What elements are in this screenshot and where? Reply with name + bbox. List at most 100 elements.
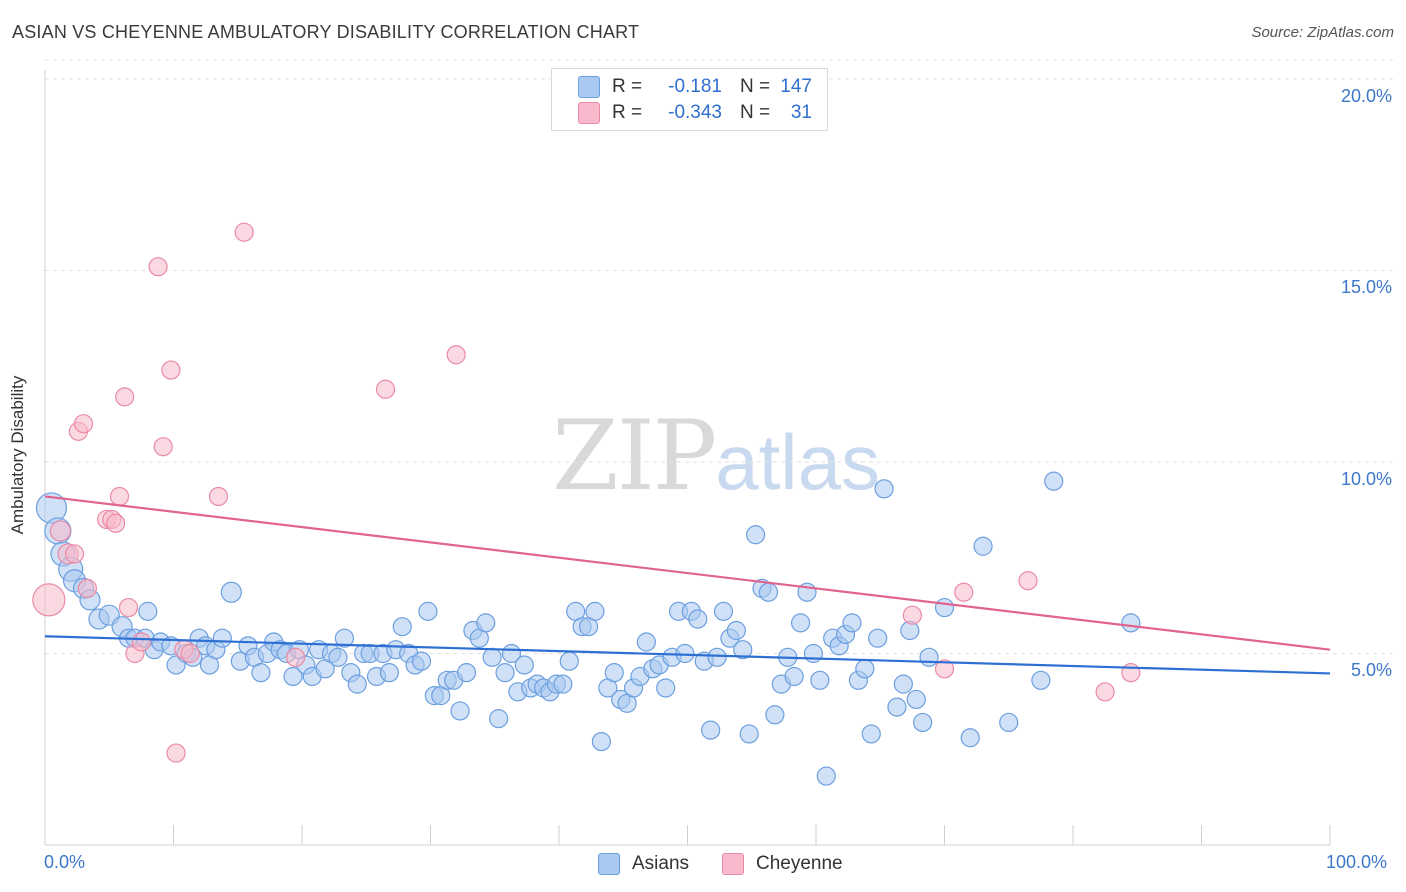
data-point-cheyenne <box>118 597 139 618</box>
data-point-cheyenne <box>1018 571 1038 591</box>
data-point-cheyenne <box>1095 682 1115 702</box>
data-point-asians <box>726 620 746 641</box>
legend-swatch-asians <box>578 76 600 98</box>
y-tick-label-20: 20.0% <box>1340 86 1392 106</box>
data-point-asians <box>212 628 232 648</box>
x-tick-label-max: 100.0% <box>1326 852 1388 872</box>
data-point-asians <box>1031 670 1051 690</box>
data-point-asians <box>418 601 438 621</box>
data-point-asians <box>456 663 477 683</box>
legend-swatch-cheyenne <box>578 102 600 124</box>
data-point-cheyenne <box>115 387 135 407</box>
data-point-asians <box>591 731 612 752</box>
data-point-cheyenne <box>106 513 126 533</box>
data-point-asians <box>220 581 242 603</box>
data-point-cheyenne <box>234 222 254 242</box>
data-point-asians <box>842 613 862 633</box>
data-point-cheyenne <box>902 605 922 625</box>
data-point-cheyenne <box>73 414 94 434</box>
data-point-cheyenne <box>446 345 466 365</box>
data-point-cheyenne <box>49 520 72 542</box>
chart-title: ASIAN VS CHEYENNE AMBULATORY DISABILITY … <box>12 22 640 42</box>
correlation-legend: R = -0.181 N = 147 R = -0.343 N = 31 <box>551 68 828 131</box>
data-point-asians <box>999 712 1019 733</box>
data-point-asians <box>283 666 303 687</box>
data-point-asians <box>874 479 894 499</box>
data-point-asians <box>803 643 824 664</box>
legend-n-value: 147 <box>780 76 812 97</box>
data-point-asians <box>379 663 399 683</box>
data-point-asians <box>913 712 933 733</box>
data-point-cheyenne <box>109 486 130 507</box>
x-tick-label-min: 0.0% <box>44 852 86 872</box>
trend-line-cheyenne <box>44 495 1331 651</box>
data-point-cheyenne <box>285 647 306 667</box>
legend-row-cheyenne: R = -0.343 N = 31 <box>578 101 812 125</box>
data-point-asians <box>604 663 624 683</box>
data-point-asians <box>816 766 836 786</box>
bottom-legend-label-cheyenne: Cheyenne <box>756 853 843 874</box>
source-label: Source: ZipAtlas.com <box>1251 24 1394 41</box>
legend-n-label: N = <box>740 102 771 123</box>
legend-row-asians: R = -0.181 N = 147 <box>578 75 812 99</box>
bottom-legend-swatch-cheyenne <box>722 853 744 875</box>
data-point-cheyenne <box>1121 663 1141 683</box>
data-point-cheyenne <box>148 257 168 277</box>
data-point-asians <box>887 697 907 717</box>
data-point-asians <box>906 689 926 710</box>
data-point-asians <box>553 674 573 694</box>
data-point-cheyenne <box>208 486 229 507</box>
data-point-asians <box>973 536 993 556</box>
data-point-asians <box>934 597 955 618</box>
data-point-asians <box>855 659 875 679</box>
bottom-legend-swatch-asians <box>598 853 620 875</box>
data-point-asians <box>328 647 348 667</box>
data-point-asians <box>392 617 412 637</box>
data-point-cheyenne <box>131 632 151 652</box>
data-point-asians <box>919 647 939 667</box>
data-point-cheyenne <box>32 583 66 617</box>
data-point-cheyenne <box>180 643 200 664</box>
data-point-asians <box>713 601 734 621</box>
y-tick-label-10: 10.0% <box>1340 469 1392 489</box>
data-point-asians <box>810 670 830 690</box>
data-point-asians <box>688 609 708 629</box>
data-point-asians <box>489 709 509 729</box>
data-point-asians <box>482 647 502 667</box>
data-point-asians <box>347 674 367 694</box>
y-axis-label: Ambulatory Disability <box>8 375 27 535</box>
data-point-asians <box>514 655 534 675</box>
data-point-asians <box>559 651 579 671</box>
data-point-asians <box>476 613 496 633</box>
y-tick-label-15: 15.0% <box>1340 277 1392 297</box>
data-point-asians <box>251 663 271 683</box>
y-tick-label-5: 5.0% <box>1350 660 1392 680</box>
data-point-asians <box>861 724 881 744</box>
data-point-cheyenne <box>77 578 98 598</box>
data-point-asians <box>656 678 676 698</box>
data-point-asians <box>1044 471 1064 491</box>
data-point-asians <box>739 724 759 744</box>
legend-n-label: N = <box>740 76 771 97</box>
data-point-cheyenne <box>161 360 181 380</box>
legend-r-value: -0.343 <box>668 102 722 123</box>
data-point-asians <box>868 628 888 648</box>
data-point-asians <box>411 651 432 671</box>
trend-line-asians <box>44 635 1331 675</box>
legend-r-value: -0.181 <box>668 76 722 97</box>
data-point-asians <box>758 582 779 602</box>
data-point-asians <box>636 632 656 652</box>
data-point-asians <box>733 640 753 660</box>
data-point-asians <box>495 663 515 683</box>
watermark: ZIPatlas <box>552 400 880 512</box>
data-point-asians <box>784 666 804 687</box>
data-point-cheyenne <box>934 659 955 679</box>
data-point-asians <box>893 674 913 694</box>
data-point-asians <box>701 720 721 740</box>
data-point-asians <box>138 601 158 621</box>
data-point-asians <box>585 601 605 621</box>
legend-n-value: 31 <box>790 102 812 123</box>
data-point-asians <box>960 728 980 748</box>
watermark-zip: ZIP <box>552 400 717 512</box>
